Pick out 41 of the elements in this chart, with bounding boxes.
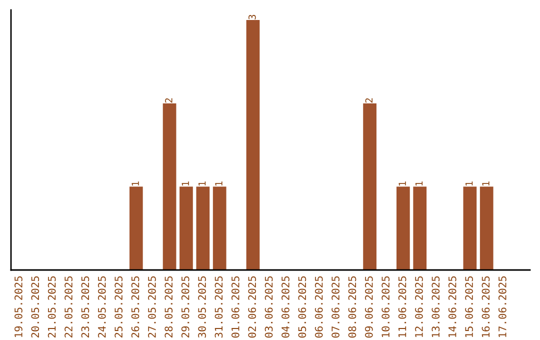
x-tick-label: 15.06.2025 (465, 276, 473, 338)
data-label: 3 (248, 14, 256, 20)
x-tick-label: 26.05.2025 (131, 276, 140, 338)
x-tick-label: 31.05.2025 (214, 276, 223, 338)
x-tick-label: 05.06.2025 (298, 276, 306, 338)
x-tick-label: 30.05.2025 (198, 276, 206, 338)
x-tick-label: 10.06.2025 (382, 276, 390, 338)
x-tick-label: 20.05.2025 (31, 276, 40, 338)
data-label: 2 (165, 98, 172, 103)
x-tick-label: 03.06.2025 (264, 276, 273, 338)
x-tick-label: 28.05.2025 (164, 276, 173, 338)
data-label: 1 (132, 181, 139, 186)
x-tick-label: 29.05.2025 (181, 276, 190, 338)
x-tick-label: 17.06.2025 (498, 276, 506, 338)
data-label: 1 (466, 181, 473, 186)
x-tick-label: 16.06.2025 (482, 276, 490, 338)
x-tick-label: 12.06.2025 (415, 276, 423, 338)
data-label: 1 (198, 181, 206, 186)
x-tick-label: 09.06.2025 (364, 276, 373, 338)
data-label: 1 (398, 181, 406, 186)
x-tick-label: 11.06.2025 (398, 276, 406, 338)
x-tick-label: 25.05.2025 (114, 276, 123, 338)
x-tick-label: 24.05.2025 (98, 276, 106, 338)
x-tick-label: 01.06.2025 (231, 276, 240, 338)
data-label: 1 (482, 181, 490, 186)
x-tick-label: 04.06.2025 (282, 276, 290, 338)
x-tick-label: 14.06.2025 (448, 276, 456, 338)
x-tick-label: 02.06.2025 (248, 276, 256, 338)
x-tick-label: 06.06.2025 (314, 276, 323, 338)
x-tick-label: 08.06.2025 (348, 276, 356, 338)
x-tick-label: 19.05.2025 (14, 276, 22, 338)
x-tick-label: 27.05.2025 (148, 276, 156, 338)
x-tick-label: 21.05.2025 (48, 276, 56, 338)
x-tick-label: 23.05.2025 (81, 276, 90, 338)
x-tick-label: 13.06.2025 (432, 276, 440, 338)
data-label: 1 (182, 181, 189, 186)
data-label: 2 (365, 98, 373, 103)
data-label: 1 (215, 181, 222, 186)
data-label: 1 (415, 181, 423, 186)
x-tick-label: 22.05.2025 (64, 276, 72, 338)
x-tick-label: 07.06.2025 (332, 276, 340, 338)
